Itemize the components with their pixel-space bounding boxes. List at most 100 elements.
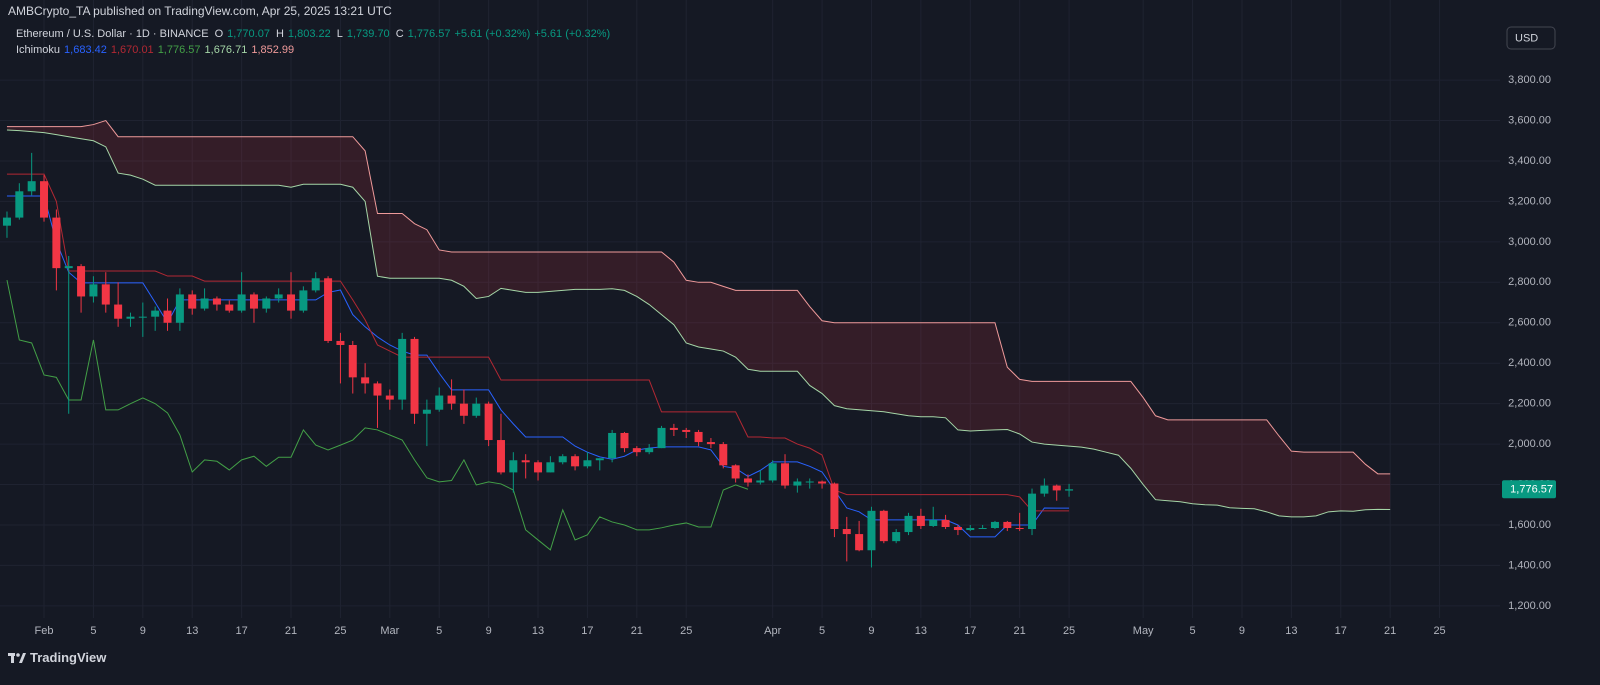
- candle-body: [694, 431, 703, 443]
- y-tick-label: 3,800.00: [1508, 74, 1551, 86]
- currency-box: [1506, 26, 1556, 50]
- candle-body: [731, 465, 740, 479]
- candle-body: [200, 298, 209, 309]
- ichimoku-line: [6, 195, 1070, 538]
- candle-body: [595, 458, 604, 461]
- y-tick-label: 1,600.00: [1508, 519, 1551, 531]
- candle-body: [509, 460, 518, 473]
- y-tick-label: 1,400.00: [1508, 559, 1551, 571]
- y-tick-label: 2,000.00: [1508, 438, 1551, 450]
- candle-body: [830, 483, 839, 530]
- candle-body: [657, 427, 666, 449]
- indicator-value: 1,852.99: [251, 44, 295, 56]
- candle-body: [274, 294, 283, 299]
- candle-body: [101, 284, 110, 305]
- candle-body: [385, 395, 394, 400]
- candle-body: [608, 432, 617, 459]
- change: +5.61 (+0.32%): [454, 28, 531, 40]
- indicator-value: 1,676.71: [204, 44, 248, 56]
- candle-body: [805, 481, 814, 483]
- c-label: C: [395, 28, 404, 40]
- candle-body: [743, 478, 752, 483]
- ichimoku-cloud: [6, 120, 1391, 517]
- indicator-value: 1,683.42: [64, 44, 107, 56]
- candle-body: [52, 217, 61, 269]
- x-tick-label: May: [1133, 625, 1154, 637]
- logo: [8, 652, 26, 663]
- candle-body: [1028, 493, 1037, 530]
- candle-body: [299, 290, 308, 311]
- candle-body: [842, 529, 851, 535]
- candle-body: [212, 298, 221, 305]
- candle-body: [1015, 528, 1024, 530]
- candle-body: [64, 266, 73, 269]
- candle-body: [534, 462, 543, 473]
- x-tick-label: 5: [90, 625, 96, 637]
- publish-info: AMBCrypto_TA published on TradingView.co…: [8, 4, 392, 18]
- candle-body: [15, 191, 24, 218]
- candle-body: [114, 304, 123, 319]
- x-tick-label: 21: [1014, 625, 1026, 637]
- candle-body: [571, 456, 580, 467]
- candle-body: [77, 266, 86, 297]
- candle-body: [311, 278, 320, 291]
- candle-body: [447, 395, 456, 404]
- candle-body: [682, 429, 691, 432]
- candle-body: [583, 460, 592, 467]
- y-tick-label: 3,200.00: [1508, 195, 1551, 207]
- x-tick-label: 13: [186, 625, 198, 637]
- candle-body: [287, 294, 296, 311]
- ichimoku-line: [6, 173, 1070, 512]
- y-tick-label: 1,200.00: [1508, 600, 1551, 612]
- candle-body: [175, 294, 184, 323]
- candle-body: [632, 448, 641, 453]
- x-tick-label: 21: [285, 625, 297, 637]
- x-tick-label: 5: [436, 625, 442, 637]
- span-a-line: [6, 129, 1391, 518]
- candle-body: [966, 528, 975, 531]
- x-tick-label: 9: [140, 625, 146, 637]
- indicator-legend: Ichimoku 1,683.42 1,670.01 1,776.57 1,67…: [16, 44, 294, 56]
- x-tick-label: 9: [486, 625, 492, 637]
- candle-body: [324, 278, 333, 341]
- candle-body: [620, 432, 629, 449]
- candle-body: [40, 181, 49, 218]
- candle-body: [558, 456, 567, 463]
- price-tag: [1502, 480, 1556, 499]
- candle-body: [941, 519, 950, 527]
- span-b-line: [6, 119, 1391, 475]
- candle-body: [410, 338, 419, 414]
- candle-body: [188, 294, 197, 309]
- x-tick-label: 13: [915, 625, 927, 637]
- x-tick-label: Feb: [35, 625, 54, 637]
- candle-body: [1040, 485, 1049, 494]
- candle-body: [27, 181, 36, 192]
- indicator-value: 1,670.01: [110, 44, 154, 56]
- candle-body: [249, 294, 258, 309]
- candle-body: [781, 463, 790, 486]
- candle-body: [398, 338, 407, 400]
- c-value: 1,776.57: [407, 28, 451, 40]
- candle-body: [929, 519, 938, 526]
- x-tick-label: 5: [1190, 625, 1196, 637]
- candle-body: [793, 481, 802, 486]
- ichimoku-line: [6, 279, 749, 551]
- x-tick-label: 25: [1433, 625, 1445, 637]
- publish-text: AMBCrypto_TA published on TradingView.co…: [8, 4, 392, 18]
- candle-body: [138, 316, 147, 318]
- x-tick-label: 17: [964, 625, 976, 637]
- candle-body: [768, 463, 777, 481]
- candle-body: [361, 377, 370, 384]
- x-tick-label: 13: [532, 625, 544, 637]
- candle-body: [645, 448, 654, 453]
- candle-body: [496, 440, 505, 473]
- candle-body: [904, 515, 913, 533]
- x-tick-label: 21: [631, 625, 643, 637]
- candle-body: [2, 217, 11, 226]
- h-value: 1,803.22: [287, 28, 331, 40]
- l-value: 1,739.70: [346, 28, 390, 40]
- candle-body: [484, 403, 493, 441]
- indicator-name: Ichimoku: [16, 44, 61, 56]
